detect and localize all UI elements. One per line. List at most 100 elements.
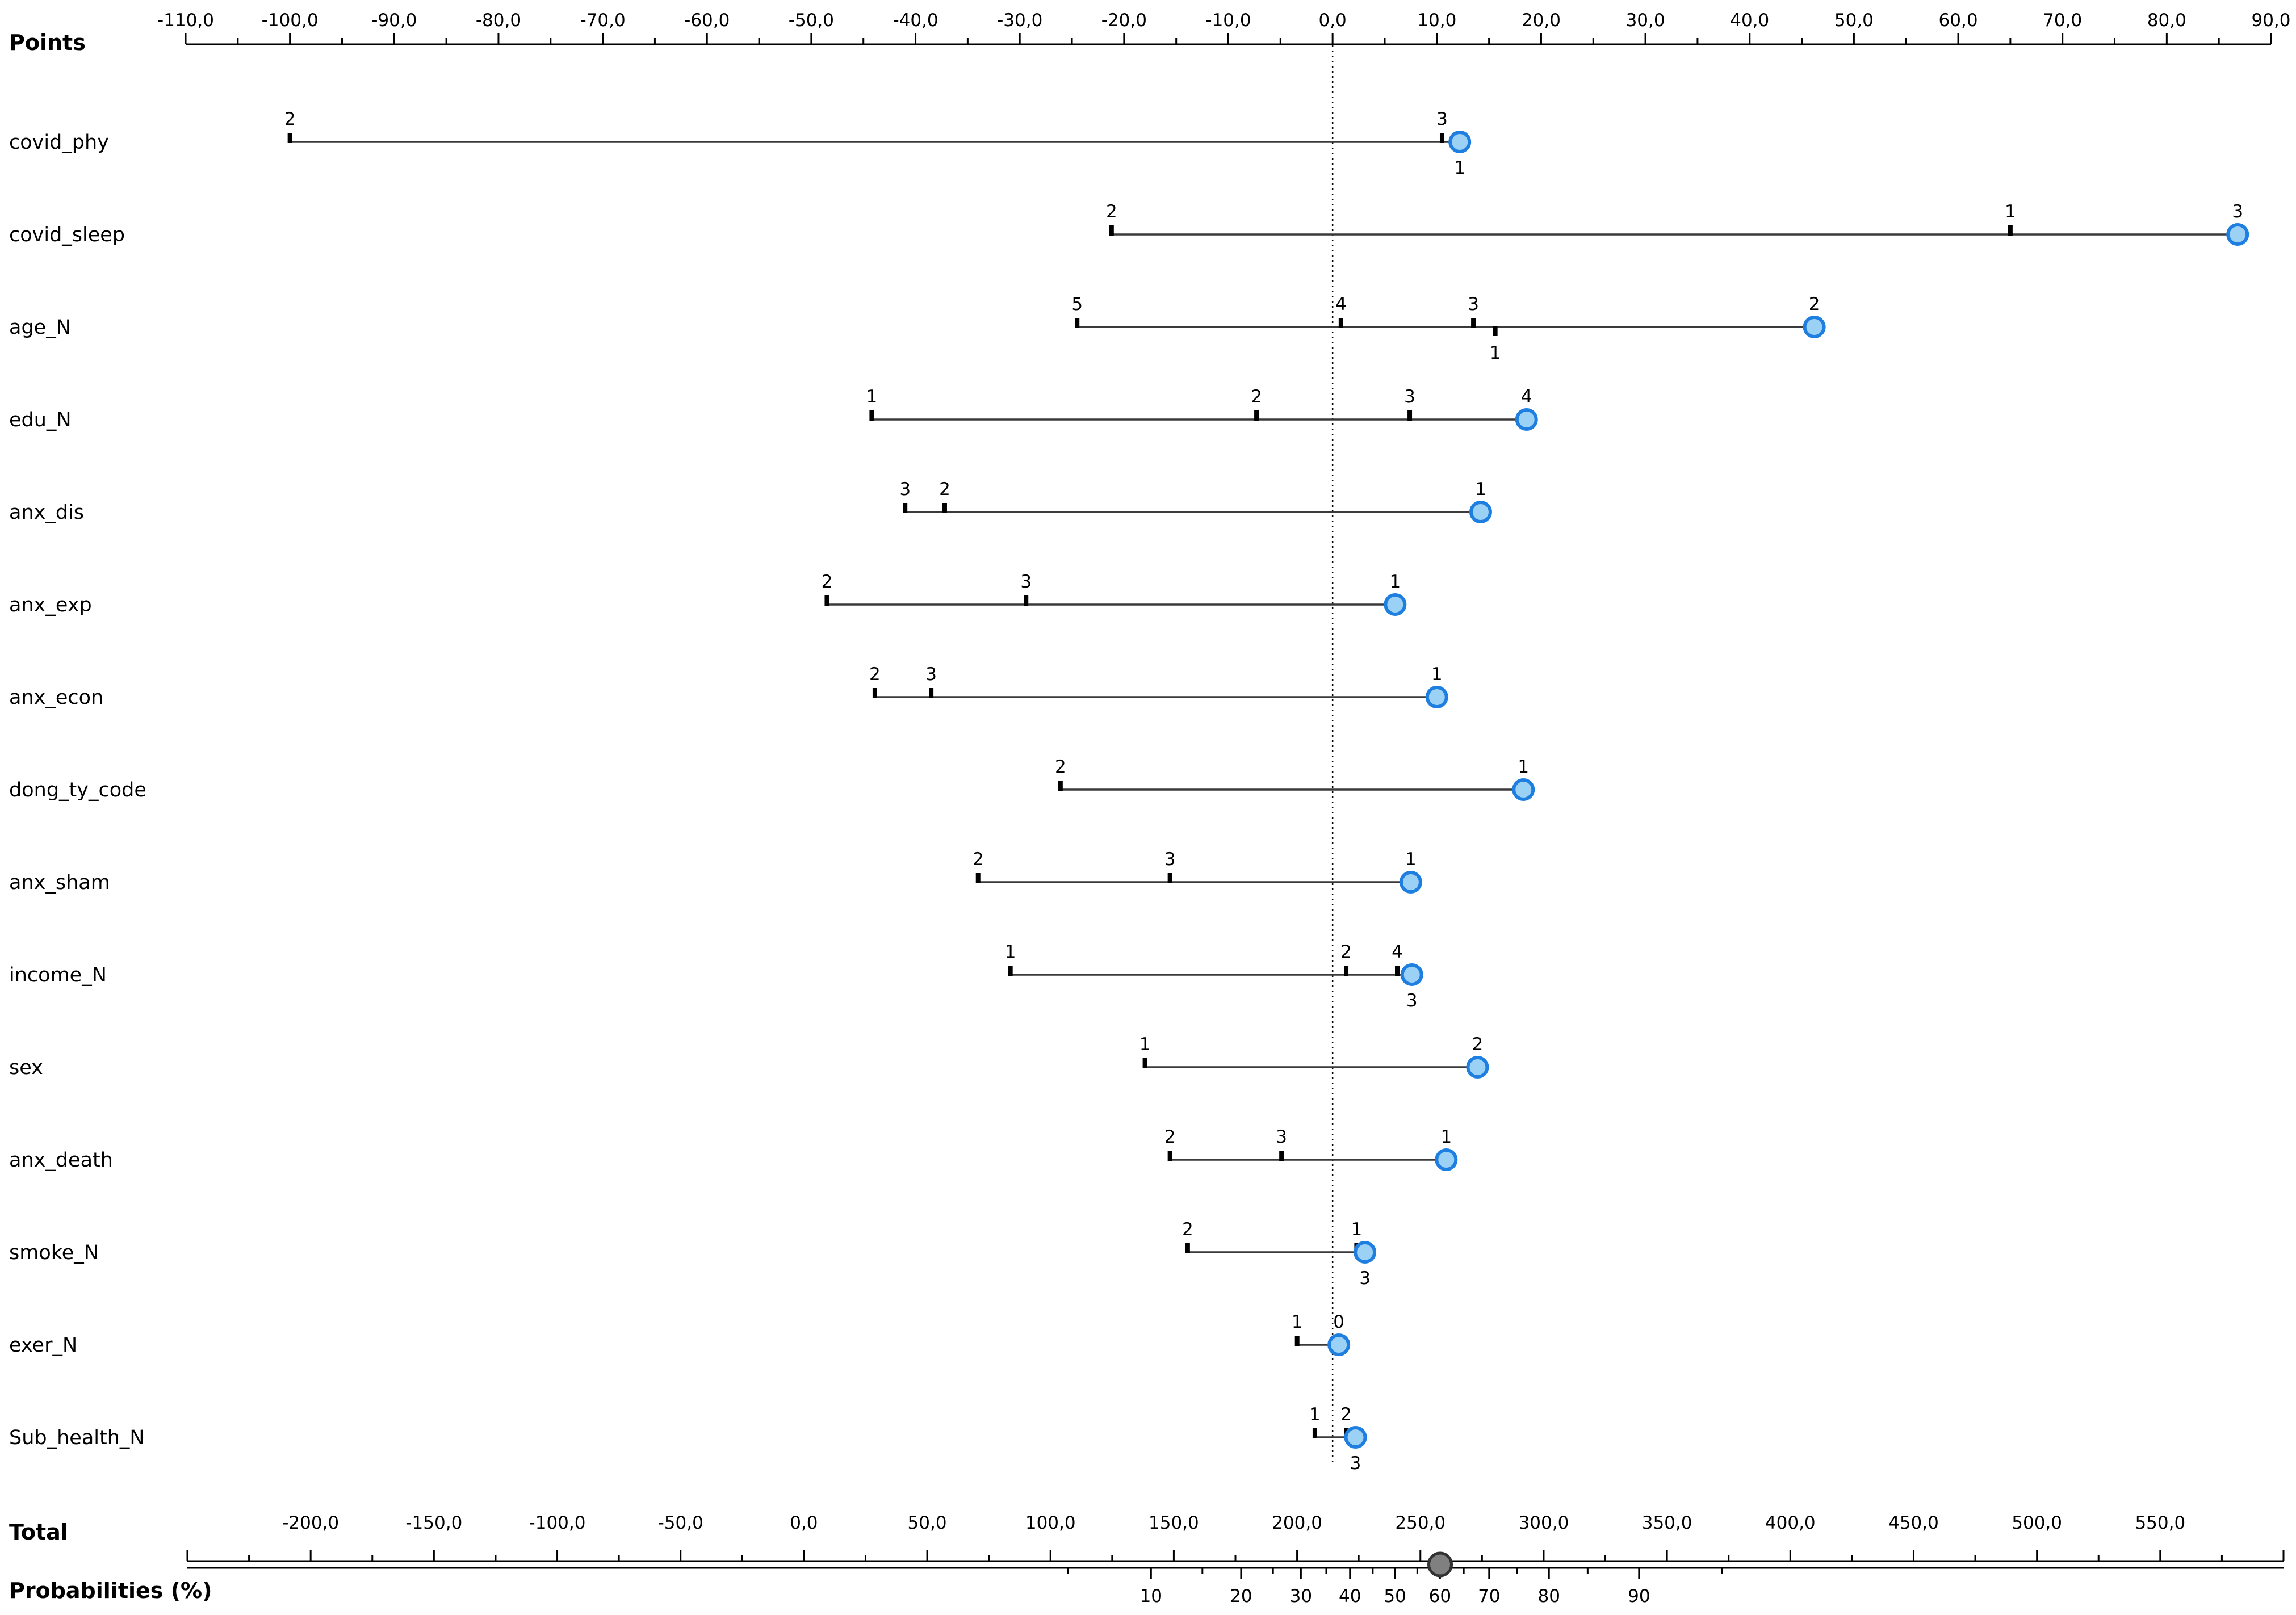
variable-row-anx-death: anx_death 2 3 1 [9, 1127, 1458, 1172]
level-label: 1 [2005, 202, 2016, 222]
level-label: 1 [1490, 343, 1501, 363]
points-axis-tick-label: -40,0 [893, 10, 938, 31]
selected-level-marker [1512, 778, 1535, 801]
total-axis-tick-label: 350,0 [1642, 1513, 1692, 1533]
variable-label: anx_death [9, 1149, 113, 1172]
level-label: 3 [1406, 991, 1418, 1011]
points-axis: Points -110,0 -100,0 -90,0 -80,0 -70,0 -60,0 -… [9, 10, 2291, 55]
variable-row-anx-exp: anx_exp 2 3 1 [9, 572, 1407, 616]
level-label: 2 [1340, 1404, 1352, 1425]
points-axis-tick-label: -10,0 [1205, 10, 1251, 31]
level-label: 1 [1405, 849, 1417, 870]
probability-axis-tick-label: 20 [1230, 1586, 1252, 1606]
points-axis-tick-label: 40,0 [1730, 10, 1769, 31]
variable-label: anx_econ [9, 686, 103, 709]
level-label: 1 [1389, 572, 1401, 592]
variable-row-anx-dis: anx_dis 3 2 1 [9, 479, 1492, 524]
variable-label: sex [9, 1056, 43, 1079]
level-label: 3 [1350, 1453, 1361, 1474]
level-label: 5 [1071, 294, 1083, 314]
probability-axis-tick-label: 70 [1478, 1586, 1500, 1606]
points-axis-title: Points [9, 30, 86, 55]
level-label: 3 [1404, 387, 1415, 407]
variable-label: edu_N [9, 409, 72, 431]
points-axis-tick-label: -20,0 [1101, 10, 1147, 31]
variable-row-exer-n: exer_N 1 0 [9, 1312, 1351, 1357]
selected-level-marker [1466, 1056, 1489, 1079]
selected-level-marker [1803, 316, 1826, 338]
total-axis-tick-label: -200,0 [282, 1513, 339, 1533]
level-label: 2 [1251, 387, 1262, 407]
level-label: 1 [1440, 1127, 1452, 1147]
level-label: 3 [925, 664, 937, 685]
points-axis-tick-label: 0,0 [1318, 10, 1346, 31]
total-axis: Total -200,0 -150,0 -100,0 -50,0 0,0 50,0 100,… [9, 1513, 2285, 1562]
selected-level-marker [1425, 686, 1448, 708]
selected-level-marker [1435, 1148, 1458, 1171]
points-axis-tick-label: 60,0 [1939, 10, 1978, 31]
total-axis-tick-label: 500,0 [2012, 1513, 2062, 1533]
total-axis-tick-label: 200,0 [1272, 1513, 1322, 1533]
level-label: 1 [1518, 757, 1529, 777]
points-axis-tick-label: 10,0 [1417, 10, 1456, 31]
level-label: 3 [1164, 849, 1176, 870]
level-label: 1 [1475, 479, 1486, 500]
selected-level-marker [1515, 408, 1538, 431]
level-label: 3 [899, 479, 911, 500]
level-label: 2 [869, 664, 881, 685]
total-axis-tick-label: -50,0 [658, 1513, 703, 1533]
variable-row-anx-sham: anx_sham 2 3 1 [9, 849, 1422, 894]
selected-level-marker [1399, 871, 1422, 894]
points-axis-tick-label: 80,0 [2147, 10, 2186, 31]
level-label: 2 [1055, 757, 1066, 777]
level-label: 4 [1521, 387, 1532, 407]
variable-row-income-n: income_N 1 2 4 3 [9, 942, 1423, 1011]
total-axis-tick-label: 0,0 [790, 1513, 818, 1533]
points-axis-tick-label: 90,0 [2251, 10, 2290, 31]
level-label: 2 [1106, 202, 1117, 222]
selected-level-marker [2226, 223, 2249, 246]
variable-label: covid_phy [9, 131, 109, 154]
variable-row-covid-phy: covid_phy 2 3 1 [9, 109, 1472, 178]
level-label: 2 [1809, 294, 1820, 314]
probability-axis: Probabilities (%) 10 20 30 40 50 60 70 80 90 [9, 1551, 2284, 1606]
variable-row-sub-health-n: Sub_health_N 1 2 3 [9, 1404, 1367, 1474]
level-label: 1 [1309, 1404, 1321, 1425]
level-label: 2 [1340, 942, 1352, 962]
selected-level-marker [1469, 501, 1492, 523]
points-axis-tick-label: -30,0 [997, 10, 1042, 31]
probability-axis-tick-label: 90 [1628, 1586, 1650, 1606]
total-axis-title: Total [9, 1520, 68, 1545]
level-label: 2 [1472, 1034, 1484, 1055]
total-axis-tick-label: 400,0 [1765, 1513, 1816, 1533]
total-axis-tick-label: 50,0 [908, 1513, 947, 1533]
variable-label: income_N [9, 964, 107, 987]
total-axis-tick-label: 550,0 [2135, 1513, 2185, 1533]
variable-row-covid-sleep: covid_sleep 2 1 3 [9, 202, 2249, 246]
selected-level-marker [1400, 963, 1423, 986]
variable-label: anx_sham [9, 871, 110, 894]
points-axis-tick-label: -80,0 [476, 10, 521, 31]
level-label: 2 [1164, 1127, 1176, 1147]
points-axis-tick-label: -50,0 [789, 10, 834, 31]
selected-level-marker [1354, 1241, 1377, 1264]
variable-row-smoke-n: smoke_N 2 1 3 [9, 1219, 1377, 1289]
probability-axis-tick-label: 50 [1384, 1586, 1406, 1606]
probability-axis-tick-label: 30 [1290, 1586, 1312, 1606]
probability-axis-tick-label: 60 [1429, 1586, 1451, 1606]
level-label: 1 [1351, 1219, 1363, 1240]
total-axis-tick-label: 250,0 [1395, 1513, 1446, 1533]
points-axis-tick-label: -70,0 [580, 10, 625, 31]
level-label: 2 [284, 109, 296, 129]
level-label: 3 [1468, 294, 1479, 314]
points-axis-tick-label: -100,0 [262, 10, 319, 31]
level-label: 3 [1020, 572, 1032, 592]
level-label: 3 [1359, 1268, 1371, 1289]
points-axis-tick-label: 50,0 [1834, 10, 1874, 31]
level-label: 1 [1005, 942, 1016, 962]
variable-label: anx_dis [9, 501, 84, 524]
level-label: 3 [1436, 109, 1448, 129]
level-label: 1 [1431, 664, 1443, 685]
variable-row-edu-n: edu_N 1 2 3 4 [9, 387, 1538, 431]
